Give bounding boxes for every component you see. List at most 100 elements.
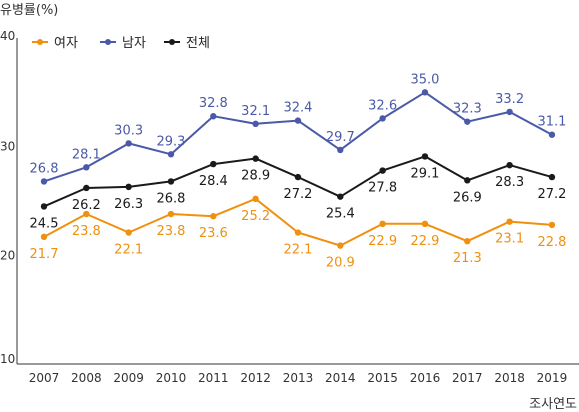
data-label: 22.1 bbox=[284, 243, 313, 258]
data-label: 22.8 bbox=[537, 235, 566, 250]
data-point bbox=[548, 131, 556, 138]
legend-swatch-marker bbox=[37, 39, 43, 45]
data-label: 35.0 bbox=[410, 72, 439, 87]
series-여자: 21.7 23.8 22.1 23.8 23.6 25.2 22.1 20.9 22.9 22.9… bbox=[30, 195, 566, 271]
data-point bbox=[337, 242, 344, 249]
data-label: 32.8 bbox=[199, 96, 228, 111]
data-label: 23.8 bbox=[72, 224, 101, 239]
data-point bbox=[210, 160, 217, 168]
data-label: 21.7 bbox=[30, 247, 59, 262]
data-label: 25.2 bbox=[241, 209, 270, 224]
data-label: 28.1 bbox=[72, 147, 101, 162]
data-label: 26.9 bbox=[453, 190, 482, 205]
data-label: 22.9 bbox=[410, 234, 439, 249]
data-label: 30.3 bbox=[114, 123, 143, 138]
data-label: 27.2 bbox=[537, 187, 566, 202]
data-point bbox=[83, 164, 90, 171]
data-point bbox=[40, 233, 48, 241]
data-point bbox=[337, 193, 344, 200]
data-point bbox=[83, 210, 90, 218]
y-axis-title: 유병률(%) bbox=[0, 3, 58, 18]
data-point bbox=[294, 229, 302, 236]
x-tick-label: 2019 bbox=[537, 371, 568, 385]
data-point bbox=[464, 238, 471, 245]
data-label: 28.9 bbox=[241, 169, 270, 184]
data-label: 21.3 bbox=[453, 251, 482, 266]
x-tick-label: 2008 bbox=[71, 371, 102, 385]
data-point bbox=[464, 177, 471, 184]
data-point bbox=[167, 151, 175, 158]
data-label: 29.7 bbox=[326, 130, 355, 145]
data-point bbox=[167, 210, 175, 218]
legend-label: 여자 bbox=[54, 36, 78, 51]
legend: 여자 남자 전체 bbox=[32, 36, 210, 51]
y-tick-label: 10 bbox=[0, 352, 15, 366]
data-label: 33.2 bbox=[495, 92, 524, 107]
data-point bbox=[548, 173, 556, 181]
data-point bbox=[379, 115, 386, 122]
y-axis-ticks: 10 20 30 40 bbox=[0, 29, 15, 366]
x-tick-label: 2011 bbox=[198, 371, 229, 385]
x-tick-label: 2014 bbox=[325, 371, 356, 385]
x-tick-label: 2010 bbox=[156, 371, 187, 385]
data-label: 26.8 bbox=[157, 191, 186, 206]
data-label: 27.2 bbox=[284, 187, 313, 202]
data-point bbox=[210, 113, 217, 120]
x-axis-title: 조사연도 bbox=[529, 397, 577, 412]
data-label: 22.9 bbox=[368, 234, 397, 249]
data-point bbox=[506, 218, 513, 225]
x-tick-label: 2017 bbox=[452, 371, 483, 385]
data-label: 28.4 bbox=[199, 174, 228, 189]
x-tick-label: 2012 bbox=[240, 371, 271, 385]
data-label: 32.1 bbox=[241, 104, 270, 119]
data-label: 22.1 bbox=[114, 243, 143, 258]
data-point bbox=[125, 183, 132, 191]
data-point bbox=[464, 118, 471, 125]
data-point bbox=[167, 178, 175, 185]
data-point bbox=[40, 203, 48, 210]
y-tick-label: 30 bbox=[0, 140, 15, 154]
data-label: 26.3 bbox=[114, 197, 143, 212]
y-tick-label: 20 bbox=[0, 248, 15, 262]
series-layer: 21.7 23.8 22.1 23.8 23.6 25.2 22.1 20.9 22.9 22.9… bbox=[30, 72, 567, 270]
data-point bbox=[337, 146, 344, 154]
data-point bbox=[421, 89, 429, 96]
data-point bbox=[506, 161, 513, 169]
data-label: 23.6 bbox=[199, 226, 228, 241]
data-point bbox=[252, 155, 259, 162]
data-point bbox=[83, 184, 90, 192]
x-tick-label: 2013 bbox=[283, 371, 314, 385]
x-tick-label: 2015 bbox=[367, 371, 398, 385]
data-label: 26.2 bbox=[72, 198, 101, 213]
data-label: 32.3 bbox=[453, 102, 482, 117]
data-point bbox=[125, 140, 132, 147]
data-point bbox=[252, 195, 259, 203]
data-label: 32.4 bbox=[284, 101, 313, 116]
data-point bbox=[506, 108, 513, 116]
data-label: 27.8 bbox=[368, 181, 397, 196]
legend-label: 전체 bbox=[186, 36, 210, 51]
x-tick-label: 2009 bbox=[113, 371, 144, 385]
x-tick-label: 2018 bbox=[494, 371, 525, 385]
data-point bbox=[421, 220, 429, 228]
legend-swatch-marker bbox=[105, 39, 111, 45]
data-point bbox=[379, 167, 386, 174]
data-label: 29.1 bbox=[410, 166, 439, 181]
legend-swatch-marker bbox=[169, 39, 175, 45]
data-point bbox=[40, 178, 48, 185]
data-point bbox=[210, 213, 217, 220]
data-label: 28.3 bbox=[495, 175, 524, 190]
series-남자: 26.8 28.1 30.3 29.3 32.8 32.1 32.4 29.7 32.6 35.0… bbox=[30, 72, 566, 185]
y-tick-label: 40 bbox=[0, 29, 15, 43]
data-label: 25.4 bbox=[326, 207, 355, 222]
data-label: 26.8 bbox=[30, 161, 59, 176]
data-label: 32.6 bbox=[368, 98, 397, 113]
data-label: 24.5 bbox=[30, 216, 59, 231]
data-point bbox=[294, 173, 302, 181]
series-전체: 24.5 26.2 26.3 26.8 28.4 28.9 27.2 25.4 27.8 29.1… bbox=[30, 153, 566, 231]
x-axis-ticks: 2007 2008 2009 2010 2011 2012 2013 2014 2015 2016… bbox=[29, 371, 568, 385]
data-point bbox=[125, 229, 132, 236]
x-tick-label: 2016 bbox=[410, 371, 441, 385]
data-point bbox=[252, 120, 259, 128]
